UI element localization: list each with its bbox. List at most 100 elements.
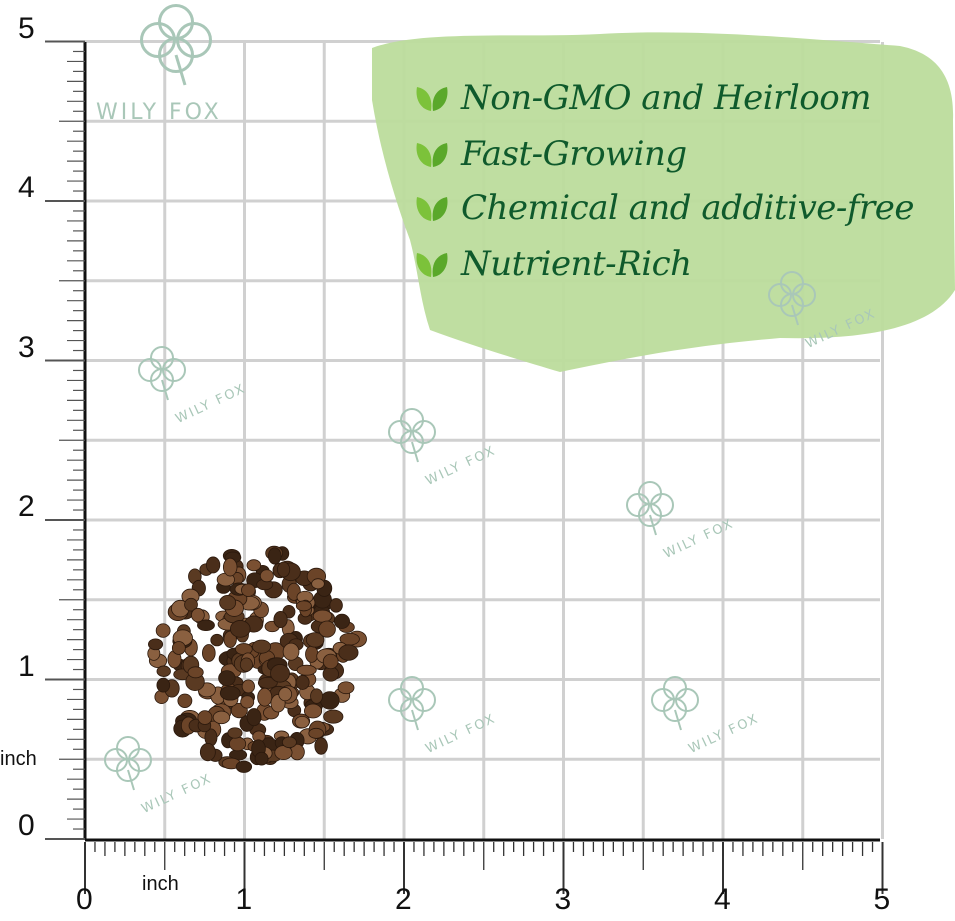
seed (295, 674, 310, 690)
seed (171, 641, 186, 655)
clover-leaf (780, 293, 804, 317)
seed (294, 716, 310, 729)
seed (311, 578, 325, 590)
seed (254, 751, 269, 766)
clover-icon: WILY FOX (104, 736, 215, 817)
seed (318, 620, 336, 638)
clover-leaf (116, 736, 140, 760)
watermark-text: WILY FOX (139, 771, 214, 817)
seed-pile-photo (147, 545, 367, 773)
clover-icon (140, 4, 212, 86)
y-axis-label: 3 (18, 330, 35, 364)
clover-leaf (150, 368, 174, 392)
clover-leaf (158, 37, 194, 73)
seed (277, 561, 291, 578)
x-axis-label: 5 (873, 883, 891, 916)
watermark-text: WILY FOX (423, 443, 498, 489)
seed (210, 633, 224, 647)
feature-item: Fast-Growing (415, 134, 687, 174)
seed (228, 736, 247, 752)
clover-stem (674, 709, 682, 731)
clover-stem (174, 54, 187, 86)
seed (270, 664, 290, 683)
y-axis-label: 1 (18, 649, 35, 683)
seed (322, 653, 339, 670)
feature-label: Chemical and additive-free (461, 188, 915, 228)
leaf-icon (416, 253, 448, 277)
clover-leaf (150, 346, 174, 370)
clover-leaf (663, 698, 687, 722)
seed (310, 688, 324, 704)
seed (229, 620, 251, 638)
clover-icon: WILY FOX (138, 346, 249, 427)
feature-item: Chemical and additive-free (415, 188, 915, 228)
clover-stem (411, 709, 419, 731)
seed (219, 685, 241, 701)
y-axis-label: 4 (18, 171, 35, 204)
seed (303, 703, 323, 719)
y-axis-label: 2 (18, 490, 35, 523)
x-axis-label: 0 (76, 883, 93, 916)
watermark-text: WILY FOX (661, 516, 736, 562)
seed (222, 557, 238, 577)
seed (235, 760, 253, 773)
x-axis-label: 1 (235, 883, 253, 916)
y-axis-label: 5 (18, 11, 35, 45)
seed (337, 681, 355, 695)
seed (156, 665, 171, 677)
feature-label: Fast-Growing (461, 134, 687, 174)
seed (148, 638, 164, 651)
seed (156, 677, 171, 693)
clover-icon: WILY FOX (651, 676, 762, 757)
seed (281, 736, 297, 749)
seed (273, 611, 288, 629)
seed (333, 613, 350, 629)
seed (267, 547, 282, 565)
seed (278, 687, 293, 702)
clover-stem (411, 441, 419, 463)
seed (227, 727, 243, 739)
seed (252, 639, 272, 654)
seed (312, 609, 333, 623)
seed (197, 710, 213, 725)
seed (329, 598, 343, 613)
seed (246, 559, 262, 572)
seed (184, 597, 198, 612)
feature-item: Nutrient-Rich (415, 244, 692, 284)
y-unit-label: inch (0, 748, 37, 770)
clover-leaf (116, 758, 140, 782)
seed (239, 657, 253, 672)
watermark-text: WILY FOX (173, 381, 248, 427)
y-axis-label: 0 (18, 809, 35, 842)
seed (338, 644, 359, 661)
feature-item: Non-GMO and Heirloom (415, 78, 871, 118)
seed (259, 569, 274, 583)
seed (305, 632, 325, 648)
seed (320, 691, 340, 710)
leaf-icon (416, 197, 448, 221)
seed (241, 583, 256, 597)
seed (177, 693, 193, 708)
seed (155, 623, 171, 638)
seed (202, 644, 216, 662)
ruler-axes (45, 40, 884, 894)
seed (218, 670, 236, 687)
clover-leaf (638, 503, 662, 527)
seed (219, 595, 237, 611)
watermark-text: WILY FOX (423, 711, 498, 757)
seed (257, 687, 273, 707)
clover-leaf (400, 430, 424, 454)
seed (308, 727, 324, 739)
clover-stem (161, 379, 169, 401)
seed (241, 679, 255, 694)
seed (257, 676, 278, 689)
feature-label: Non-GMO and Heirloom (461, 78, 871, 118)
seed (240, 695, 255, 709)
seed (295, 600, 312, 612)
feature-label: Nutrient-Rich (461, 244, 692, 284)
leaf-icon (416, 87, 448, 111)
seed (323, 709, 344, 724)
clover-stem (649, 514, 657, 536)
seed (296, 664, 317, 676)
